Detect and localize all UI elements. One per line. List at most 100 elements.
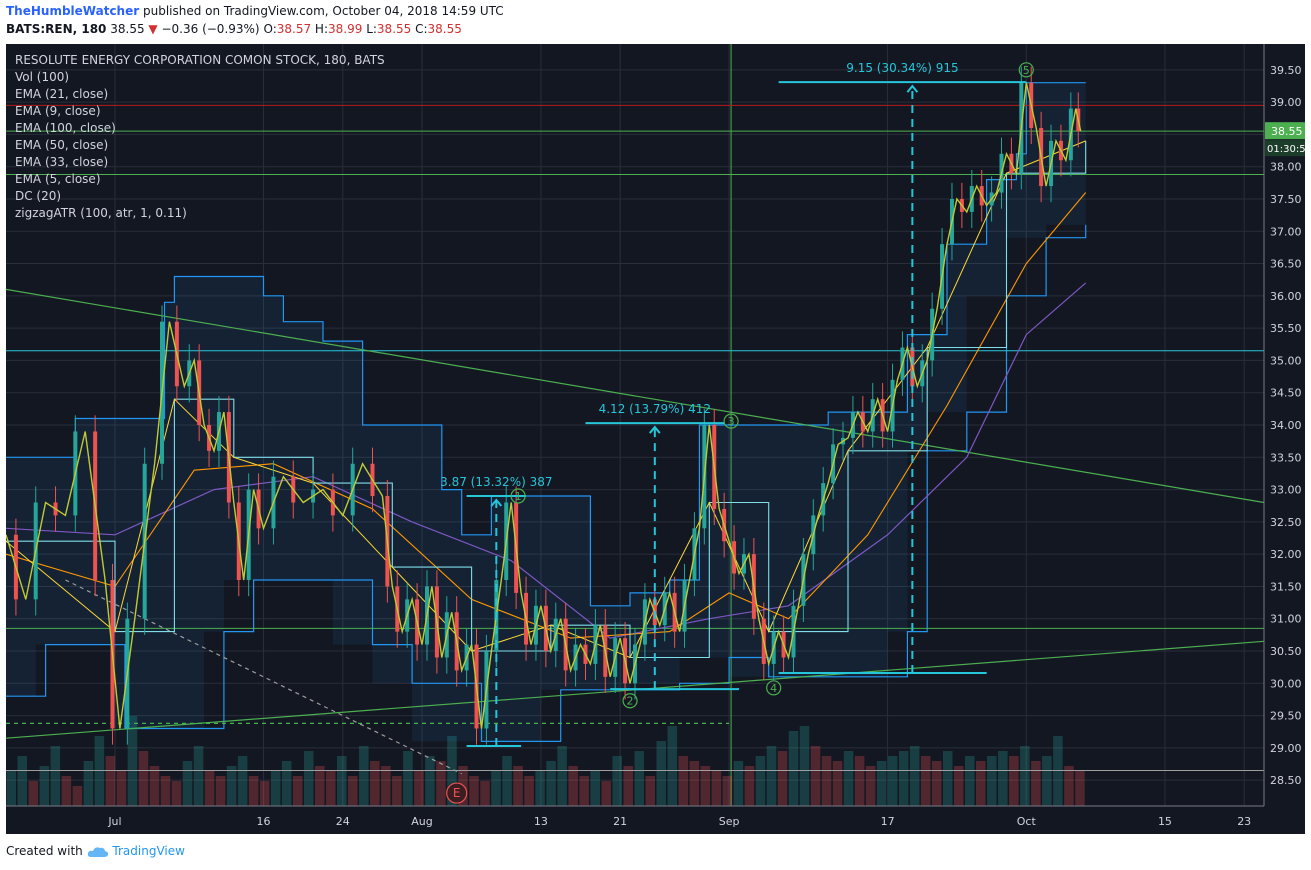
- wave-marker-label: 4: [770, 682, 777, 695]
- volume-bar: [215, 776, 226, 806]
- volume-bar: [722, 776, 733, 806]
- volume-bar: [39, 766, 50, 806]
- volume-bar: [281, 761, 292, 806]
- legend-item: EMA (5, close): [15, 172, 101, 186]
- grid: [6, 44, 1264, 806]
- volume-bar: [359, 746, 369, 806]
- time-axis: Jul 16 24 Aug 13 21 Sep 17 Oct 15 23: [6, 805, 1305, 834]
- volume-bar: [987, 756, 997, 806]
- volume-bar: [248, 776, 259, 806]
- volume-bar: [865, 766, 876, 806]
- volume-bar: [854, 756, 865, 806]
- tradingview-brand-link[interactable]: TradingView: [112, 844, 185, 858]
- author-link[interactable]: TheHumbleWatcher: [6, 4, 140, 18]
- volume-bar: [689, 761, 700, 806]
- wave-marker-label: 1: [515, 490, 522, 503]
- volume-bar: [105, 756, 116, 806]
- volume-bar: [568, 766, 578, 806]
- volume-bar: [942, 751, 953, 806]
- price-tick-label: 37.00: [1270, 225, 1302, 238]
- price-tick-label: 30.00: [1270, 677, 1302, 690]
- price-tick-label: 39.00: [1270, 96, 1302, 109]
- wave-marker-label: 5: [1023, 64, 1030, 77]
- volume-bar: [513, 766, 523, 806]
- volume-bar: [226, 766, 237, 806]
- volume-bar: [744, 766, 755, 806]
- volume-bar: [480, 781, 490, 806]
- volume-bar: [491, 771, 501, 806]
- volume-bar: [259, 781, 270, 806]
- footer: Created with TradingView: [6, 844, 185, 858]
- volume-bar: [998, 751, 1008, 806]
- price-tick-label: 28.50: [1270, 774, 1302, 787]
- price-chart[interactable]: 3.87 (13.32%) 387 4.12 (13.79%) 412 9.15 (…: [5, 44, 1306, 834]
- volume-bar: [72, 786, 83, 806]
- volume-bar: [160, 776, 171, 806]
- volume-bar: [1031, 761, 1041, 806]
- volume-bar: [127, 716, 138, 806]
- donchian-fill: [6, 82, 1086, 742]
- volume-bar: [909, 746, 920, 806]
- volume-bar: [535, 771, 545, 806]
- price-axis-bg: [1264, 44, 1305, 834]
- volume-bar: [392, 776, 402, 806]
- price-tick-label: 35.00: [1270, 354, 1302, 367]
- close-label: C:: [415, 22, 428, 36]
- wave-marker-label: 2: [627, 695, 634, 708]
- volume-bar: [832, 761, 843, 806]
- low-label: L:: [366, 22, 377, 36]
- volume-bar: [799, 726, 810, 806]
- volume-bar: [447, 736, 457, 806]
- last-price-badge: [1265, 122, 1305, 140]
- trendline: [5, 288, 1265, 504]
- volume-bar: [1042, 756, 1052, 806]
- volume-bar: [1020, 746, 1030, 806]
- wave-marker-circle: [622, 693, 638, 709]
- volume-bar: [546, 761, 556, 806]
- price-tick-label: 30.50: [1270, 645, 1302, 658]
- volume-bar: [623, 766, 633, 806]
- ema-21-line: [5, 192, 1087, 639]
- donchian-upper: [6, 82, 1086, 607]
- volume-bar: [116, 771, 127, 806]
- legend-item: zigzagATR (100, atr, 1, 0.11): [15, 206, 187, 220]
- ema-100-line: [5, 282, 1087, 639]
- volume-bar: [590, 771, 600, 806]
- volume-bar: [94, 736, 105, 806]
- price-axis: 39.5039.0038.5038.0037.5037.0036.5036.00…: [1263, 44, 1305, 834]
- time-axis-bg: [6, 806, 1305, 834]
- price-tick-label: 33.00: [1270, 484, 1302, 497]
- volume-bar: [414, 771, 424, 806]
- ema-lines: [5, 140, 1087, 659]
- volume-bar: [303, 751, 314, 806]
- indicator-legend: RESOLUTE ENERGY CORPORATION COMON STOCK,…: [15, 53, 385, 220]
- volume-bar: [931, 761, 942, 806]
- measure-label: 4.12 (13.79%) 412: [599, 402, 711, 416]
- time-tick-label: Jul: [107, 815, 121, 828]
- chart-area[interactable]: 3.87 (13.32%) 387 4.12 (13.79%) 412 9.15 (…: [5, 44, 1306, 834]
- open-value: 38.57: [276, 22, 312, 36]
- volume-bar: [182, 761, 193, 806]
- volume-bar: [777, 751, 788, 806]
- time-tick-label: 13: [534, 815, 548, 828]
- donchian-channel: [6, 82, 1087, 742]
- price-tick-label: 32.00: [1270, 548, 1302, 561]
- trendline: [65, 579, 462, 775]
- price-tick-label: 38.00: [1270, 161, 1302, 174]
- earnings-marker-label: E: [453, 786, 461, 800]
- legend-item: EMA (33, close): [15, 155, 108, 169]
- price-line: [5, 82, 1082, 729]
- time-tick-label: 16: [257, 815, 271, 828]
- volume-bar: [612, 756, 622, 806]
- ohlc-line: BATS:REN, 180 38.55 ▼ −0.36 (−0.93%) O:3…: [6, 22, 462, 36]
- price-tick-label: 29.00: [1270, 742, 1302, 755]
- volume-bar: [1053, 736, 1063, 806]
- time-tick-label: Aug: [411, 815, 432, 828]
- volume-bar: [425, 756, 435, 806]
- volume-bar: [965, 756, 975, 806]
- volume-bar: [193, 746, 204, 806]
- price-series: [5, 66, 1082, 745]
- countdown-badge: [1265, 140, 1305, 157]
- volume-bar: [656, 741, 667, 806]
- measure-arrow: [490, 498, 503, 507]
